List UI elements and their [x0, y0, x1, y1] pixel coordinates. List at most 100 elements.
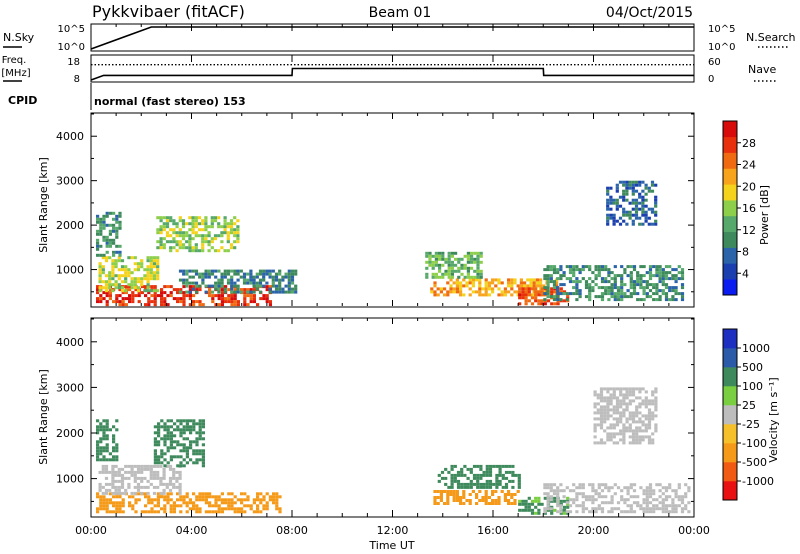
range-gate-cell	[492, 464, 496, 468]
range-gate-cell	[268, 495, 272, 499]
range-gate-cell	[230, 278, 234, 282]
range-gate-cell	[99, 452, 103, 456]
range-gate-cell	[540, 293, 544, 297]
range-gate-cell	[179, 464, 183, 468]
range-gate-cell	[473, 269, 477, 273]
range-gate-cell	[156, 231, 160, 235]
range-gate-cell	[96, 431, 100, 435]
range-gate-cell	[654, 210, 658, 214]
range-gate-cell	[111, 289, 115, 293]
range-gate-cell	[534, 287, 538, 291]
range-gate-cell	[511, 473, 515, 477]
scatter-region	[96, 419, 119, 462]
range-gate-cell	[606, 222, 610, 226]
range-gate-cell	[664, 295, 669, 299]
range-gate-cell	[178, 219, 182, 223]
range-gate-cell	[473, 257, 477, 261]
range-gate-cell	[510, 284, 514, 288]
range-gate-cell	[133, 479, 137, 483]
range-gate-cell	[479, 467, 483, 471]
range-gate-cell	[178, 240, 182, 244]
range-gate-cell	[524, 296, 528, 300]
range-gate-cell	[252, 498, 256, 502]
scatter-region	[433, 490, 520, 505]
range-gate-cell	[638, 396, 642, 400]
range-gate-cell	[175, 234, 179, 238]
range-gate-cell	[680, 292, 685, 296]
range-gate-cell	[449, 287, 453, 291]
range-gate-cell	[607, 280, 611, 284]
range-gate-cell	[543, 511, 547, 515]
range-gate-cell	[488, 467, 493, 471]
range-gate-cell	[114, 479, 118, 483]
range-gate-cell	[124, 476, 128, 480]
range-gate-cell	[124, 285, 128, 289]
range-gate-cell	[648, 492, 653, 496]
range-gate-cell	[136, 464, 141, 468]
range-gate-cell	[459, 281, 463, 285]
range-gate-cell	[607, 286, 611, 290]
range-gate-cell	[651, 399, 655, 403]
range-gate-cell	[182, 300, 186, 304]
range-gate-cell	[631, 441, 636, 445]
range-gate-cell	[166, 303, 170, 307]
range-gate-cell	[632, 283, 637, 287]
range-gate-cell	[188, 269, 192, 273]
range-gate-cell	[115, 217, 119, 221]
range-gate-cell	[226, 234, 230, 238]
range-gate-cell	[227, 297, 231, 301]
scatter-region	[96, 285, 272, 307]
range-gate-cell	[606, 435, 610, 439]
range-gate-cell	[450, 272, 454, 276]
colorbar-tick-label: -500	[742, 456, 767, 469]
range-gate-cell	[108, 488, 112, 492]
range-gate-cell	[105, 443, 109, 447]
range-gate-cell	[230, 300, 234, 304]
range-gate-cell	[437, 473, 441, 477]
range-gate-cell	[140, 283, 144, 287]
range-gate-cell	[638, 195, 642, 199]
range-gate-cell	[485, 479, 489, 483]
colorbar-tick-label: 24	[742, 159, 756, 172]
range-gate-cell	[271, 269, 275, 273]
range-gate-cell	[449, 290, 453, 294]
range-gate-cell	[604, 495, 608, 499]
range-gate-cell	[108, 452, 112, 456]
range-gate-cell	[195, 452, 199, 456]
range-gate-cell	[278, 290, 282, 294]
range-gate-cell	[425, 254, 429, 258]
range-gate-cell	[124, 268, 128, 272]
range-gate-cell	[644, 216, 648, 220]
range-gate-cell	[537, 511, 541, 515]
range-gate-cell	[189, 440, 193, 444]
range-gate-cell	[233, 507, 237, 511]
range-gate-cell	[687, 510, 691, 514]
range-gate-cell	[256, 498, 260, 502]
range-gate-cell	[519, 281, 523, 285]
range-gate-cell	[131, 297, 135, 301]
range-gate-cell	[134, 498, 138, 502]
range-gate-cell	[274, 275, 279, 279]
range-gate-cell	[284, 272, 288, 276]
range-gate-cell	[146, 259, 150, 263]
range-gate-cell	[450, 269, 454, 273]
range-gate-cell	[146, 467, 150, 471]
range-gate-cell	[217, 297, 221, 301]
range-gate-cell	[606, 402, 610, 406]
range-gate-cell	[112, 455, 116, 459]
range-gate-cell	[278, 284, 282, 288]
range-gate-cell	[469, 470, 473, 474]
range-gate-cell	[195, 498, 199, 502]
range-gate-cell	[201, 422, 205, 426]
range-gate-cell	[612, 435, 616, 439]
range-gate-cell	[169, 434, 173, 438]
range-gate-cell	[178, 234, 182, 238]
station-title: Pykkvibaer (fitACF)	[92, 2, 245, 21]
range-gate-cell	[482, 485, 486, 489]
range-gate-cell	[102, 495, 106, 499]
range-gate-cell	[487, 293, 491, 297]
range-gate-cell	[513, 290, 517, 294]
colorbar-segment	[723, 136, 737, 153]
range-gate-cell	[462, 493, 466, 496]
range-gate-cell	[111, 482, 115, 486]
